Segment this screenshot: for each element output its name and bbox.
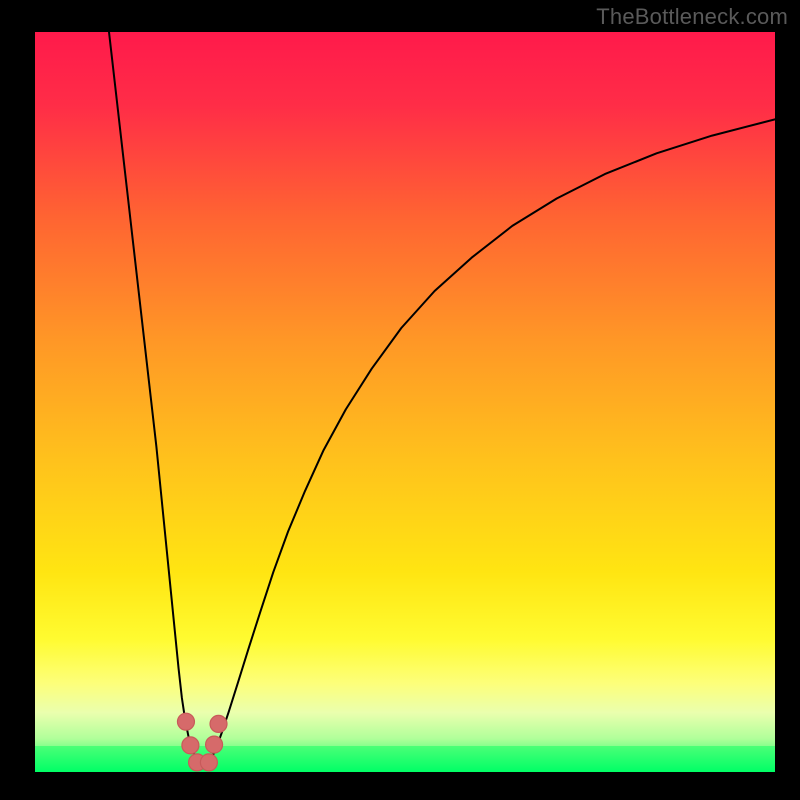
chart-overlay <box>35 32 775 772</box>
plot-area <box>35 32 775 772</box>
data-point <box>200 754 217 771</box>
data-point <box>182 737 199 754</box>
chart-container: TheBottleneck.com <box>0 0 800 800</box>
watermark-text: TheBottleneck.com <box>596 4 788 30</box>
data-point <box>177 713 194 730</box>
data-point <box>210 715 227 732</box>
data-point <box>206 736 223 753</box>
bottleneck-curve <box>109 32 775 767</box>
